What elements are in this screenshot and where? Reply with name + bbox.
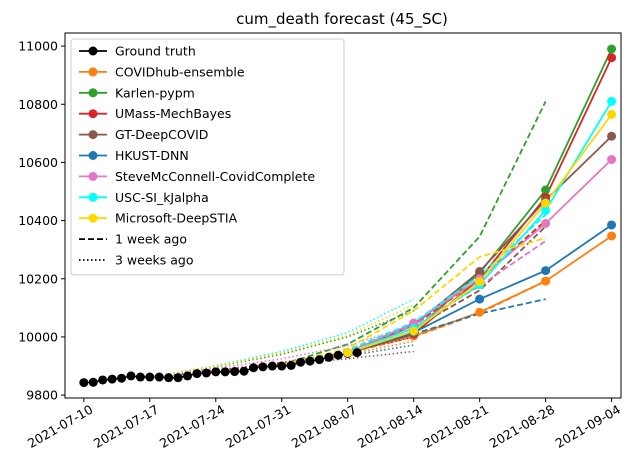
x-axis: 2021-07-102021-07-172021-07-242021-07-31… [25, 398, 623, 451]
series-covidhub-ensemble-point [541, 276, 551, 286]
series-usc-si-kjalpha-point [541, 205, 551, 215]
legend-label-microsoft-deepstia: Microsoft-DeepSTIA [115, 211, 238, 226]
ground-truth-point [211, 367, 221, 377]
series-microsoft-deepstia-point [541, 198, 551, 208]
series-microsoft-deepstia-3-weeks-ago-line [149, 304, 414, 378]
ground-truth-point [314, 355, 324, 365]
series-karlen-pypm-point [607, 44, 617, 54]
legend-label-karlen-pypm: Karlen-pypm [115, 85, 195, 100]
series-stevemcconnell-covidcomplete-point [607, 155, 617, 165]
series-microsoft-deepstia-point [607, 109, 617, 119]
x-tick-label: 2021-07-24 [157, 402, 227, 451]
x-tick-label: 2021-07-10 [25, 402, 95, 451]
series-microsoft-deepstia-point [475, 277, 485, 287]
series-karlen-pypm-1-week-ago-line [281, 100, 547, 366]
y-axis: 9800 10000 10200 10400 10600 10800 11000 [18, 39, 65, 403]
legend-frame [70, 38, 345, 276]
y-tick-label: 10200 [18, 271, 58, 286]
ground-truth-point [154, 372, 164, 382]
x-tick-label: 2021-08-28 [487, 402, 557, 451]
legend-marker-covidhub-ensemble [88, 67, 98, 77]
plot-frame [64, 32, 622, 399]
x-tick-label: 2021-08-21 [421, 402, 491, 451]
ground-truth-point [173, 373, 183, 383]
ground-truth-point [107, 374, 117, 384]
series-hkust-dnn-point [607, 220, 617, 230]
x-tick-label: 2021-08-07 [289, 402, 359, 451]
legend-marker-ground-truth [88, 46, 98, 56]
series-karlen-pypm-point [541, 185, 551, 195]
legend-label-ground-truth: Ground truth [115, 44, 196, 59]
ground-truth-point [333, 350, 343, 360]
series-stevemcconnell-covidcomplete-point [541, 218, 551, 228]
legend-label-umass-mechbayes: UMass-MechBayes [115, 106, 231, 121]
ground-truth-point [201, 368, 211, 378]
ground-truth-point [239, 366, 249, 376]
ground-truth-point [352, 348, 362, 358]
series-microsoft-deepstia-1-week-ago-line [281, 237, 546, 366]
legend-label-covidhub-ensemble: COVIDhub-ensemble [115, 64, 245, 79]
ground-truth-point [324, 352, 334, 362]
x-tick-label: 2021-07-31 [223, 402, 293, 451]
ground-truth-point [126, 371, 136, 381]
x-tick-label: 2021-08-14 [355, 402, 425, 451]
series-karlen-pypm-line [347, 48, 613, 354]
ground-truth-point [192, 369, 202, 379]
series-umass-mechbayes-point [607, 53, 617, 63]
ground-truth-point [117, 373, 127, 383]
ground-truth-point [183, 371, 193, 381]
series-microsoft-deepstia-point [409, 326, 419, 336]
ground-truth-point [248, 363, 258, 373]
legend-label-stevemcconnell-covidcomplete: SteveMcConnell-CovidComplete [115, 169, 315, 184]
ground-truth-point [267, 361, 277, 371]
legend-label-1-week-ago: 1 week ago [115, 232, 187, 247]
legend-marker-microsoft-deepstia [88, 213, 98, 223]
series-microsoft-deepstia-line [347, 113, 613, 354]
ground-truth-point [79, 378, 89, 388]
chart-title: cum_death forecast (45_SC) [236, 10, 448, 29]
ground-truth-point [258, 362, 268, 372]
y-tick-label: 11000 [18, 39, 58, 54]
y-tick-label: 10400 [18, 213, 58, 228]
ground-truth-point [277, 361, 287, 371]
series-gt-deepcovid-point [607, 131, 617, 141]
y-tick-label: 10600 [18, 155, 58, 170]
legend-marker-stevemcconnell-covidcomplete [88, 171, 98, 181]
y-tick-label: 10000 [18, 329, 58, 344]
series-hkust-dnn-point [475, 294, 485, 304]
legend-label-gt-deepcovid: GT-DeepCOVID [115, 127, 208, 142]
legend-marker-hkust-dnn [88, 151, 98, 160]
ground-truth-point [305, 356, 315, 366]
y-tick-label: 9800 [26, 388, 58, 403]
legend-label-usc-si-kjalpha: USC-SI_kJalpha [115, 190, 209, 205]
ground-truth-point [286, 360, 296, 370]
x-tick-label: 2021-07-17 [91, 402, 161, 451]
series-usc-si-kjalpha-point [607, 96, 617, 106]
legend-label-3-weeks-ago: 3 weeks ago [115, 253, 194, 268]
series-gt-deepcovid-point [475, 266, 485, 276]
y-tick-label: 10800 [18, 97, 58, 112]
ground-truth-point [135, 372, 145, 382]
series-covidhub-ensemble-point [475, 307, 485, 317]
legend-marker-usc-si-kjalpha [88, 192, 98, 202]
ground-truth-point [145, 372, 155, 382]
ground-truth-point [220, 367, 230, 377]
series-microsoft-deepstia-point [343, 348, 353, 358]
series-covidhub-ensemble-point [607, 231, 617, 241]
legend-marker-umass-mechbayes [88, 109, 98, 119]
legend-marker-karlen-pypm [88, 88, 98, 98]
x-tick-label: 2021-09-04 [553, 402, 623, 451]
legend: Ground truth COVIDhub-ensemble Karlen-pypm… [70, 38, 345, 276]
series-hkust-dnn-point [541, 266, 551, 276]
legend-label-hkust-dnn: HKUST-DNN [115, 148, 189, 163]
ground-truth-point [88, 377, 98, 387]
legend-marker-gt-deepcovid [88, 130, 98, 140]
ground-truth-point [98, 375, 108, 385]
plot-markers [79, 44, 617, 388]
ground-truth-point [164, 373, 174, 383]
ground-truth-point [230, 367, 240, 377]
ground-truth-point [296, 357, 306, 367]
